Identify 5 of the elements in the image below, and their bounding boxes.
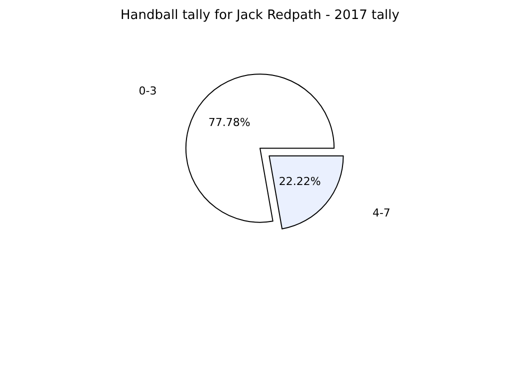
slice-label: 0-3 [138,84,157,98]
slice-label: 4-7 [372,206,390,220]
data-label: 22.22% [278,175,321,188]
chart-title: Handball tally for Jack Redpath - 2017 tally [120,8,400,23]
data-label: 77.78% [208,116,250,129]
